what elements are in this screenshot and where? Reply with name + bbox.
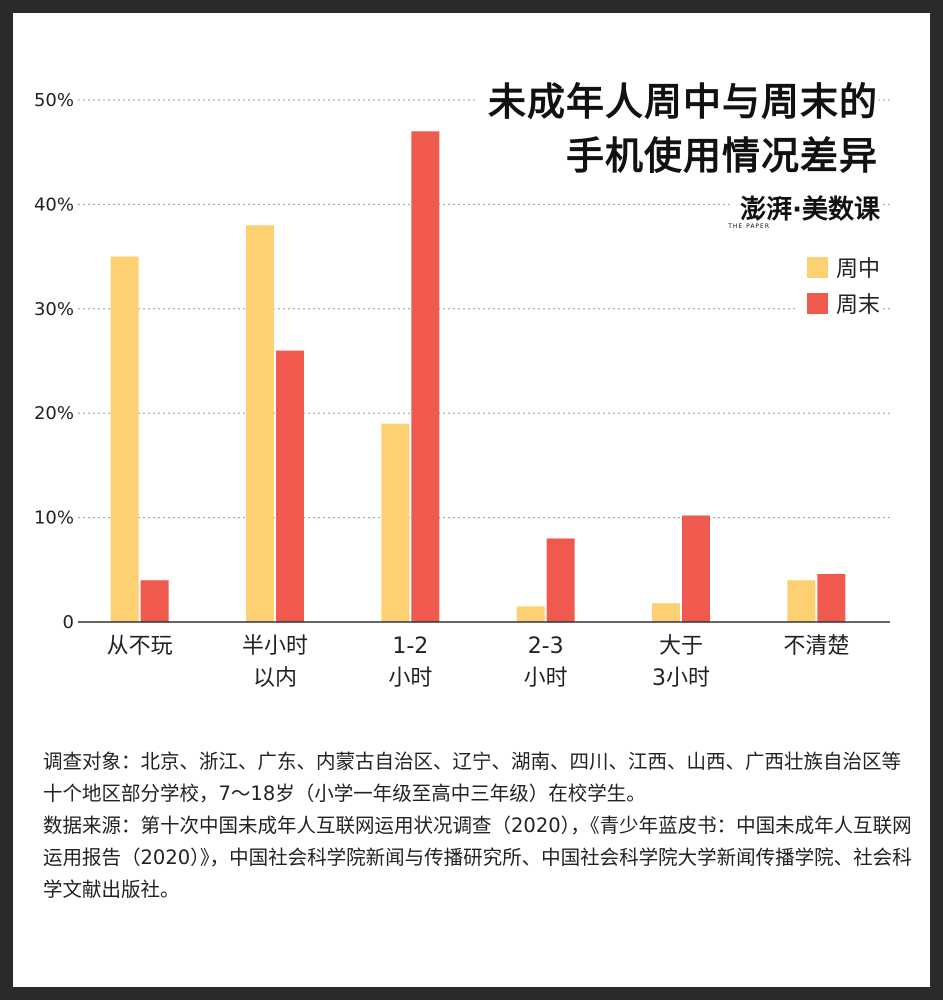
x-category-label-0-0: 从不玩 [107,634,173,659]
x-category-label-5-0: 不清楚 [783,634,849,659]
y-tick-label-20: 20% [34,403,74,424]
legend-swatch-weekday [806,256,828,278]
bar-weekday-4 [652,603,680,622]
footnotes: 调查对象：北京、浙江、广东、内蒙古自治区、辽宁、湖南、四川、江西、山西、广西壮族… [43,746,913,906]
bar-weekend-5 [817,573,846,622]
y-tick-label-0: 0 [63,612,74,633]
brand-logo: 澎湃·美数课 [732,189,880,226]
chart-card: 0 10% 20% 30% 40% 50% 从不玩 半小时以内 1-2 小时 2-3 小时 大于 3小时 不… [13,13,930,987]
y-tick-label-30: 30% [34,299,74,320]
y-tick-label-50: 50% [34,90,74,111]
chart-title: 未成年人周中与周末的 手机使用情况差异 [477,75,878,183]
bar-weekend-1 [276,350,304,622]
bar-weekday-5 [787,580,816,622]
brand-logo-subtext: THE PAPER [728,223,770,230]
x-category-label-4-0: 大于 [659,634,703,659]
survey-note: 调查对象：北京、浙江、广东、内蒙古自治区、辽宁、湖南、四川、江西、山西、广西壮族… [43,750,902,805]
y-tick-label-10: 10% [34,508,74,529]
bar-weekday-2 [381,423,410,622]
bars [110,131,846,622]
legend: 周中 周末 [796,249,880,321]
legend-item-weekend: 周末 [806,285,880,321]
bar-weekday-3 [516,606,545,622]
source-note: 数据来源：第十次中国未成年人互联网运用状况调查（2020），《青少年蓝皮书：中国… [43,814,912,901]
bar-weekday-1 [246,225,274,622]
legend-label-weekday: 周中 [835,257,880,282]
legend-label-weekend: 周末 [835,293,880,318]
bar-weekend-0 [140,580,169,622]
bar-weekend-4 [682,515,710,622]
x-category-label-4-1: 3小时 [652,666,710,691]
bar-weekday-0 [110,256,139,622]
title-line-2: 手机使用情况差异 [565,134,878,178]
x-category-label-3-1: 小时 [524,666,568,691]
x-category-label-3-0: 2-3 [528,634,564,659]
title-line-1: 未成年人周中与周末的 [487,80,878,124]
x-category-label-1-0: 半小时 [242,634,308,659]
legend-swatch-weekend [806,292,828,314]
x-category-label-2-1: 小时 [388,666,432,691]
y-tick-label-40: 40% [34,194,74,215]
x-category-label-2-0: 1-2 [392,634,428,659]
bar-weekend-3 [546,538,575,622]
x-category-label-1-1: 以内 [253,666,297,691]
bar-weekend-2 [411,131,440,622]
legend-item-weekday: 周中 [806,249,880,285]
